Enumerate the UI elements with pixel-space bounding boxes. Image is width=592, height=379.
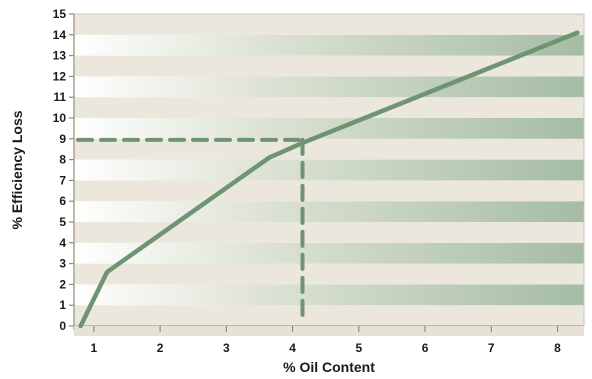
y-tick-label-10: 10 [53, 111, 67, 125]
x-tick-label-2: 2 [157, 341, 164, 355]
background-bands [74, 14, 584, 326]
band-14 [74, 14, 584, 35]
y-tick-label-15: 15 [53, 7, 67, 21]
band-2 [74, 263, 584, 285]
y-tick-label-9: 9 [59, 132, 66, 146]
series-layer [78, 30, 580, 329]
y-tick-label-7: 7 [59, 173, 66, 187]
y-tick-label-4: 4 [59, 236, 66, 250]
band-11 [74, 76, 584, 98]
x-tick-label-6: 6 [422, 341, 429, 355]
x-tick-label-8: 8 [554, 341, 561, 355]
x-tick-label-4: 4 [289, 341, 296, 355]
y-axis-title: % Efficiency Loss [9, 110, 25, 229]
band-5 [74, 201, 584, 222]
band-9 [74, 118, 584, 139]
band-13 [74, 34, 584, 56]
x-axis-strip [74, 326, 584, 336]
band-8 [74, 138, 584, 160]
band-3 [74, 242, 584, 264]
band-7 [74, 159, 584, 181]
axes [69, 13, 584, 336]
y-tick-label-2: 2 [59, 277, 66, 291]
y-tick-label-6: 6 [59, 194, 66, 208]
y-tick-label-3: 3 [59, 257, 66, 271]
band-4 [74, 222, 584, 243]
y-tick-label-12: 12 [53, 69, 67, 83]
y-tick-label-11: 11 [53, 90, 66, 104]
y-tick-label-8: 8 [59, 153, 66, 167]
x-tick-label-7: 7 [488, 341, 495, 355]
y-tick-label-0: 0 [59, 319, 66, 333]
band-10 [74, 97, 584, 118]
x-tick-label-1: 1 [91, 341, 98, 355]
band-6 [74, 180, 584, 202]
x-tick-label-5: 5 [355, 341, 362, 355]
x-tick-label-3: 3 [223, 341, 230, 355]
y-tick-label-1: 1 [59, 298, 66, 312]
band-0 [74, 305, 584, 326]
y-tick-label-5: 5 [59, 215, 66, 229]
band-12 [74, 55, 584, 77]
x-axis-title: % Oil Content [283, 359, 375, 375]
band-1 [74, 284, 584, 306]
y-tick-label-13: 13 [53, 49, 67, 63]
dashed-guides [76, 137, 305, 324]
y-tick-label-14: 14 [53, 28, 67, 42]
